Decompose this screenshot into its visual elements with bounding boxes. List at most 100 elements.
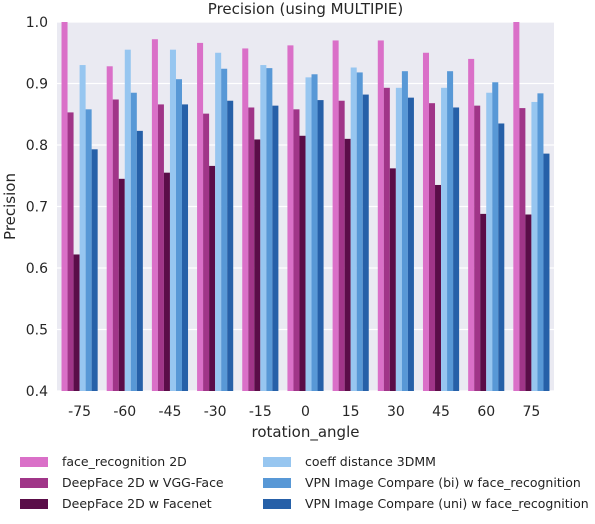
bar — [266, 68, 273, 391]
legend-swatch — [20, 498, 48, 509]
bar — [468, 58, 475, 392]
x-tick-label: 0 — [301, 404, 310, 420]
chart-canvas: 0.4 0.5 0.6 0.7 0.8 0.9 1.0 -75 -60 -45 -30 -15 0 15… — [1, 0, 554, 442]
legend-item: DeepFace 2D w VGG-Face — [20, 475, 224, 490]
bar — [537, 93, 544, 391]
bar — [67, 112, 74, 391]
bar — [175, 79, 183, 391]
bar — [486, 92, 493, 391]
y-tick-label: 0.6 — [26, 261, 48, 277]
bar — [197, 42, 204, 391]
bar — [356, 72, 363, 392]
y-tick-label: 1.0 — [26, 15, 48, 31]
bar — [215, 52, 222, 391]
bar — [254, 139, 261, 391]
bar — [350, 67, 357, 391]
bar — [112, 99, 119, 392]
x-tick-label: 75 — [522, 404, 540, 420]
x-tick-label: -75 — [68, 404, 91, 420]
bar — [317, 100, 324, 391]
bar — [383, 87, 390, 392]
x-tick-label: 60 — [477, 404, 495, 420]
chart-legend: face_recognition 2D DeepFace 2D w VGG-Fac… — [20, 454, 595, 520]
bar — [447, 71, 454, 391]
x-tick-label: -45 — [159, 404, 182, 420]
bar — [203, 113, 210, 391]
bar — [248, 107, 255, 392]
bar — [498, 123, 505, 391]
bar — [531, 101, 538, 391]
bar — [401, 71, 408, 391]
bar — [389, 168, 396, 391]
bar — [344, 138, 351, 391]
legend-swatch — [263, 498, 291, 509]
bar — [242, 48, 249, 391]
bar — [85, 109, 92, 391]
bar — [124, 49, 131, 392]
bar — [169, 49, 176, 392]
bar — [377, 40, 384, 391]
bar — [525, 214, 532, 391]
bar — [106, 66, 113, 391]
bar — [221, 68, 228, 392]
bar — [480, 213, 487, 391]
bar — [474, 105, 481, 391]
x-tick-label: 45 — [432, 404, 450, 420]
bar — [513, 22, 520, 391]
bar — [61, 22, 68, 391]
bar — [118, 178, 125, 391]
legend-swatch — [263, 477, 291, 488]
bar — [332, 40, 339, 391]
y-axis-label: Precision — [1, 173, 19, 240]
legend-item: face_recognition 2D — [20, 454, 187, 469]
bar — [395, 87, 402, 392]
legend-label: VPN Image Compare (uni) w face_recogniti… — [305, 496, 589, 511]
bar — [79, 65, 86, 392]
bar — [435, 184, 442, 391]
legend-swatch — [263, 456, 291, 467]
bar — [428, 103, 436, 392]
legend-label: DeepFace 2D w Facenet — [62, 496, 212, 511]
bar — [311, 74, 318, 392]
y-tick-label: 0.9 — [26, 77, 48, 93]
bars — [61, 22, 550, 392]
bar — [441, 87, 448, 392]
x-tick-label: -15 — [249, 404, 272, 420]
bar — [299, 135, 306, 391]
bar — [73, 254, 80, 391]
bar — [338, 100, 345, 391]
bar — [91, 149, 98, 391]
x-tick-labels: -75 -60 -45 -30 -15 0 15 30 45 60 75 — [68, 404, 540, 420]
bar — [305, 77, 312, 391]
bar — [287, 45, 294, 392]
legend-label: coeff distance 3DMM — [305, 454, 436, 469]
bar — [209, 165, 216, 391]
bar — [422, 52, 429, 391]
bar — [519, 108, 526, 391]
legend-item: coeff distance 3DMM — [263, 454, 436, 469]
bar — [163, 172, 170, 391]
legend-item: VPN Image Compare (bi) w face_recognitio… — [263, 475, 581, 490]
legend-label: VPN Image Compare (bi) w face_recognitio… — [305, 475, 581, 490]
y-tick-label: 0.7 — [26, 200, 48, 216]
bar — [492, 82, 499, 392]
y-tick-label: 0.8 — [26, 138, 48, 154]
legend-swatch — [20, 477, 48, 488]
bar — [293, 109, 300, 391]
bar — [227, 100, 234, 391]
bar — [260, 65, 267, 392]
bar — [362, 94, 369, 391]
legend-item: DeepFace 2D w Facenet — [20, 496, 212, 511]
bar — [407, 97, 414, 392]
bar — [543, 153, 550, 391]
bar — [157, 104, 164, 391]
legend-label: face_recognition 2D — [62, 454, 187, 469]
x-tick-label: 15 — [342, 404, 360, 420]
legend-label: DeepFace 2D w VGG-Face — [62, 475, 224, 490]
legend-swatch — [20, 456, 48, 467]
bar — [151, 39, 158, 391]
x-tick-label: -30 — [204, 404, 227, 420]
bar — [453, 107, 460, 392]
x-tick-label: 30 — [387, 404, 405, 420]
